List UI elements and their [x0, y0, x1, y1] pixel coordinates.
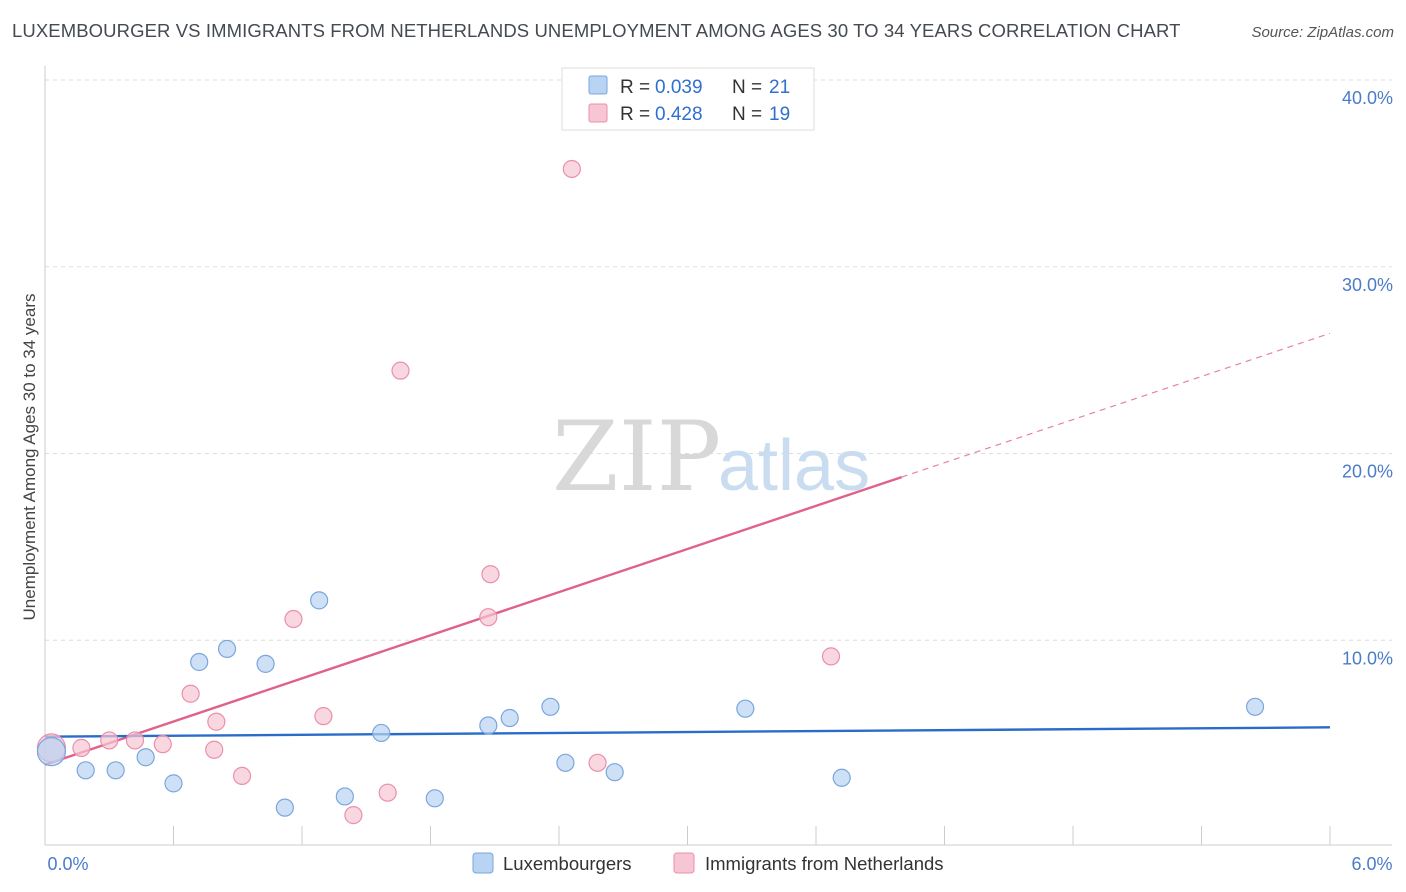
point-luxembourgers: [1245, 697, 1265, 716]
point-netherlands: [314, 707, 333, 726]
watermark-zip: ZIP: [552, 401, 721, 513]
point-luxembourgers: [76, 761, 95, 780]
point-netherlands: [153, 735, 172, 754]
point-netherlands: [232, 766, 252, 786]
point-luxembourgers: [556, 753, 575, 772]
bottom-legend-label-netherlands: Immigrants from Netherlands: [705, 853, 944, 874]
bottom-legend-swatch-luxembourgers: [472, 852, 494, 874]
legend-r-label-2: R =: [620, 104, 650, 125]
point-netherlands: [378, 783, 397, 802]
legend-n-label-1: N =: [732, 77, 762, 98]
trend-line-luxembourgers: [44, 726, 1331, 738]
point-luxembourgers: [736, 699, 755, 718]
y-tick-label: 10.0%: [1342, 648, 1393, 668]
chart-title: LUXEMBOURGER VS IMMIGRANTS FROM NETHERLA…: [12, 20, 1181, 41]
point-luxembourgers: [372, 723, 391, 743]
y-tick-label: 20.0%: [1342, 462, 1393, 482]
point-luxembourgers: [541, 697, 560, 716]
point-luxembourgers: [190, 652, 209, 672]
legend-r-label-1: R =: [620, 77, 650, 98]
point-luxembourgers: [106, 761, 125, 780]
grid: [45, 79, 1392, 641]
point-luxembourgers: [479, 716, 498, 735]
trend-lines: [44, 332, 1331, 766]
point-netherlands: [588, 753, 607, 772]
correlation-legend: R = 0.039 N = 21 R = 0.428 N = 19: [561, 67, 815, 131]
point-luxembourgers: [256, 654, 275, 673]
point-luxembourgers: [500, 708, 519, 728]
point-netherlands: [479, 608, 498, 627]
point-luxembourgers: [275, 798, 294, 817]
legend-n-value-2: 19: [769, 104, 790, 125]
x-tick-label: 6.0%: [1351, 854, 1392, 874]
trend-line-netherlands: [44, 475, 903, 766]
point-netherlands: [344, 806, 363, 825]
legend-n-value-1: 21: [769, 77, 790, 98]
y-tick-label: 30.0%: [1342, 275, 1393, 295]
watermark-atlas: atlas: [718, 426, 870, 506]
point-netherlands: [284, 609, 303, 629]
legend-r-value-2: 0.428: [655, 104, 703, 125]
legend-swatch-blue: [588, 75, 608, 95]
data-points: [36, 159, 1265, 825]
point-netherlands: [205, 740, 224, 759]
point-netherlands: [391, 361, 410, 380]
legend-swatch-pink: [588, 103, 608, 123]
point-luxembourgers: [217, 639, 237, 659]
point-luxembourgers: [310, 591, 329, 610]
point-netherlands: [821, 647, 841, 666]
point-luxembourgers: [136, 748, 155, 767]
bottom-legend-swatch-netherlands: [673, 852, 695, 874]
y-axis-title: Unemployment Among Ages 30 to 34 years: [20, 294, 39, 621]
point-netherlands: [181, 684, 200, 703]
legend-n-label-2: N =: [732, 104, 762, 125]
point-luxembourgers: [832, 768, 851, 787]
axes: 10.0% 20.0% 30.0% 40.0% 0.0% 6.0%: [44, 66, 1393, 874]
chart-source: Source: ZipAtlas.com: [1251, 24, 1394, 41]
legend-r-value-1: 0.039: [655, 77, 703, 98]
point-netherlands: [100, 731, 119, 750]
y-tick-label: 40.0%: [1342, 88, 1393, 108]
point-netherlands: [125, 731, 145, 750]
point-luxembourgers: [425, 789, 444, 808]
series-legend: Luxembourgers Immigrants from Netherland…: [472, 852, 944, 874]
point-netherlands: [562, 159, 581, 179]
point-luxembourgers: [36, 737, 67, 767]
point-luxembourgers: [164, 774, 183, 793]
bottom-legend-label-luxembourgers: Luxembourgers: [503, 853, 632, 874]
point-netherlands: [207, 712, 226, 731]
x-tick-label: 0.0%: [47, 854, 88, 874]
point-netherlands: [481, 565, 500, 584]
point-netherlands: [72, 738, 91, 757]
point-luxembourgers: [605, 763, 624, 782]
watermark: ZIP atlas: [552, 401, 870, 513]
point-luxembourgers: [335, 787, 354, 806]
trend-line-netherlands-extended: [901, 332, 1331, 478]
